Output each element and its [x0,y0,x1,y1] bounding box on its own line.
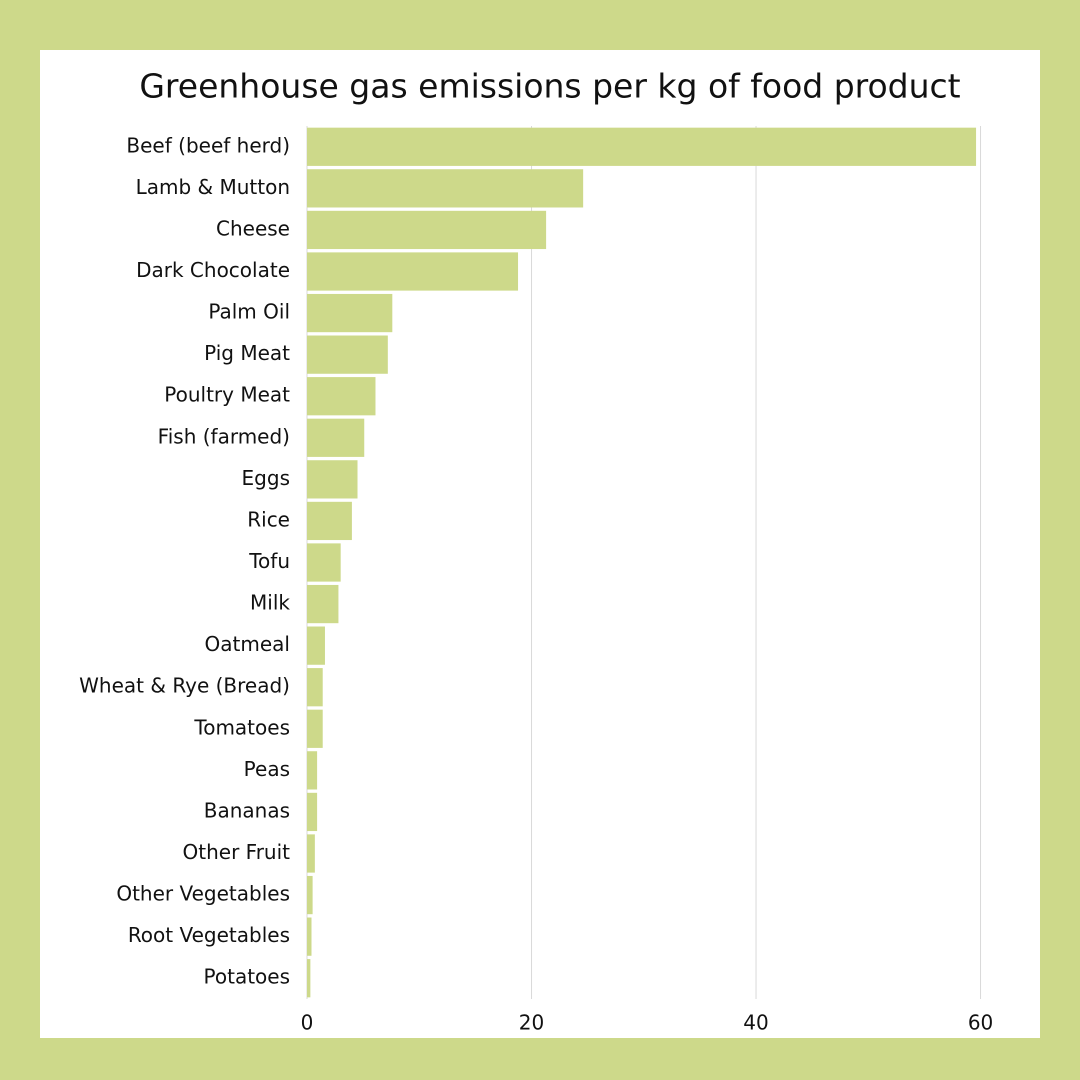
bar [307,418,365,457]
bar [307,709,323,748]
bar [307,668,323,707]
y-tick-label: Eggs [242,466,290,490]
bar [307,959,311,998]
y-tick-label: Cheese [216,216,290,240]
bar [307,834,315,873]
x-tick-label: 20 [519,1011,544,1035]
chart-title: Greenhouse gas emissions per kg of food … [139,67,960,106]
y-tick-label: Tofu [248,549,290,573]
y-tick-label: Lamb & Mutton [136,175,290,199]
y-tick-label: Tomatoes [193,715,290,739]
bar [307,210,547,250]
x-tick-label: 40 [743,1011,768,1035]
bar [307,751,318,790]
bar [307,252,519,291]
bar [307,127,977,166]
bar [307,792,318,832]
bar [307,335,388,374]
bar [307,626,325,665]
y-tick-label: Potatoes [204,965,290,989]
bar [307,460,358,499]
y-tick-label: Beef (beef herd) [126,133,290,157]
y-tick-label: Root Vegetables [128,923,290,947]
x-tick-label: 0 [301,1011,314,1035]
y-tick-label: Fish (farmed) [158,424,290,448]
y-tick-label: Bananas [204,798,290,822]
y-tick-label: Poultry Meat [164,383,290,407]
bar [307,917,312,956]
y-tick-label: Milk [250,591,290,615]
bar [307,501,352,541]
y-tick-label: Pig Meat [204,341,290,365]
bar [307,543,341,582]
y-tick-label: Oatmeal [205,632,290,656]
y-tick-label: Dark Chocolate [136,258,290,282]
y-tick-label: Wheat & Rye (Bread) [79,674,290,698]
y-tick-label: Other Fruit [183,840,291,864]
y-tick-label: Other Vegetables [116,882,290,906]
x-tick-label: 60 [968,1011,993,1035]
bar [307,293,393,333]
y-tick-label: Peas [244,757,290,781]
bar [307,169,584,208]
bar [307,584,339,624]
y-tick-label: Rice [247,507,290,531]
y-tick-label: Palm Oil [208,300,290,324]
bar [307,875,313,915]
bar [307,377,376,416]
